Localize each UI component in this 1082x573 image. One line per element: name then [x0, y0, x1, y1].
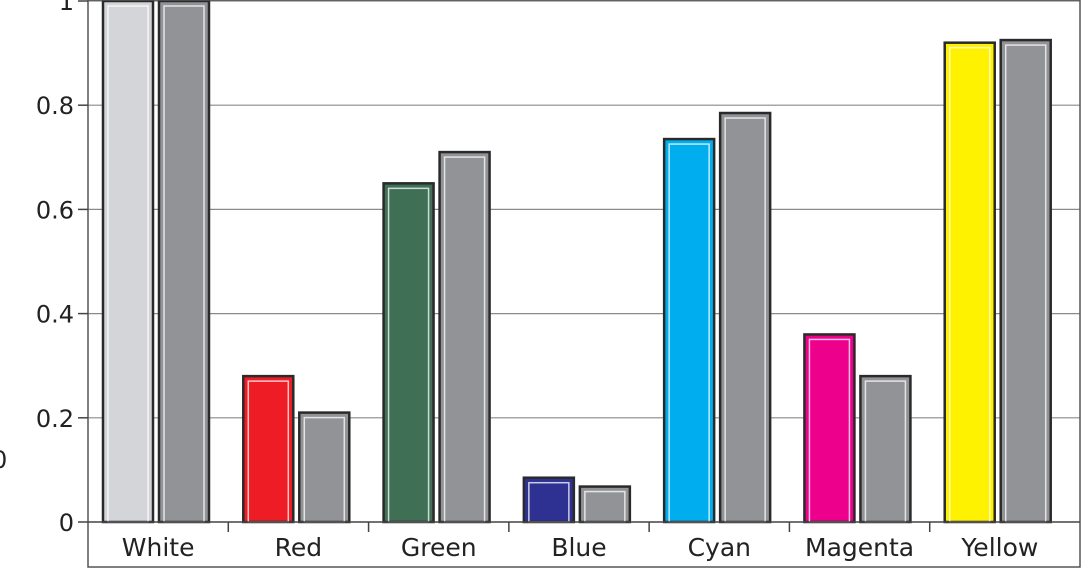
x-tick-label: Blue	[551, 533, 606, 562]
bar-white-gray	[157, 0, 211, 524]
bar-body	[578, 485, 632, 524]
x-tick-label: Red	[275, 533, 323, 562]
y-tick-label: 0.4	[36, 301, 74, 329]
x-tick-label: White	[122, 533, 195, 562]
bar-body	[101, 0, 155, 524]
x-tick-label: Green	[401, 533, 477, 562]
bar-yellow-color	[943, 41, 996, 524]
bar-body	[662, 137, 716, 524]
y-tick-label: 0	[59, 509, 74, 537]
bar-magenta-color	[803, 333, 856, 524]
bar-red-color	[242, 374, 295, 524]
bar-cyan-gray	[718, 111, 772, 524]
bar-body	[522, 476, 576, 524]
y-tick-label: 1	[59, 0, 74, 16]
bar-body	[943, 41, 996, 524]
grid-lines	[88, 0, 1080, 419]
bar-body	[382, 182, 435, 524]
bar-body	[718, 111, 772, 524]
x-tick-label: Cyan	[688, 533, 751, 562]
bar-cyan-color	[662, 137, 716, 524]
y-tick-label: 0.2	[36, 405, 74, 433]
bar-body	[298, 411, 351, 524]
bar-body	[438, 150, 491, 524]
tick-labels: 0 0.2 0.4 0.6 0.8 1 0 White Red Green Blue Cyan Mage…	[0, 0, 1038, 562]
bar-red-gray	[298, 411, 351, 524]
bar-yellow-gray	[999, 38, 1052, 524]
bar-blue-color	[522, 476, 576, 524]
clipped-axis-label: 0	[0, 446, 7, 474]
bar-body	[859, 374, 912, 524]
x-tick-label: Magenta	[805, 533, 914, 562]
bar-white-color	[101, 0, 155, 524]
bar-body	[999, 38, 1052, 524]
y-tick-label: 0.8	[36, 92, 74, 120]
bar-magenta-gray	[859, 374, 912, 524]
bar-body	[803, 333, 856, 524]
bar-green-color	[382, 182, 435, 524]
bar-body	[242, 374, 295, 524]
bar-blue-gray	[578, 485, 632, 524]
y-tick-label: 0.6	[36, 196, 74, 224]
bar-green-gray	[438, 150, 491, 524]
plot-frame	[87, 0, 1081, 568]
bars	[101, 0, 1052, 524]
x-tick-label: Yellow	[960, 533, 1038, 562]
bar-body	[157, 0, 211, 524]
axes	[78, 0, 1081, 568]
